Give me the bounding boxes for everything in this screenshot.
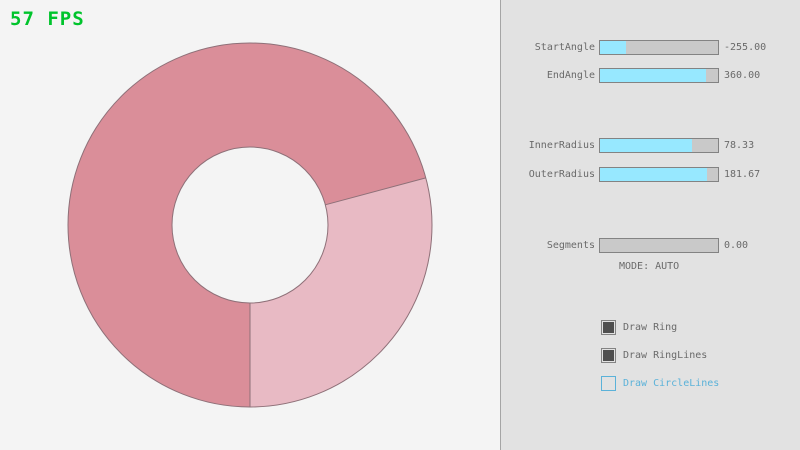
ring-inner-outline — [171, 146, 329, 304]
outerradius-label: OuterRadius — [528, 169, 595, 180]
draw-ringlines-checkbox[interactable] — [601, 348, 616, 363]
outerradius-slider[interactable] — [599, 167, 719, 182]
segments-label: Segments — [546, 240, 595, 251]
endangle-slider[interactable] — [599, 68, 719, 83]
slider-row-endangle: EndAngle 360.00 — [501, 68, 800, 83]
innerradius-slider[interactable] — [599, 138, 719, 153]
checkbox-row-draw-ring[interactable]: Draw Ring — [601, 320, 677, 335]
segments-slider[interactable] — [599, 238, 719, 253]
ring-chart — [67, 42, 433, 408]
slider-row-startangle: StartAngle -255.00 — [501, 40, 800, 55]
endangle-slider-fill — [600, 69, 707, 82]
slider-row-innerradius: InnerRadius 78.33 — [501, 138, 800, 153]
outerradius-slider-fill — [600, 168, 708, 181]
startangle-value: -255.00 — [724, 42, 767, 53]
draw-ringlines-label: Draw RingLines — [623, 350, 708, 361]
ring-edge-line-right — [325, 177, 426, 206]
segments-value: 0.00 — [724, 240, 749, 251]
slider-row-segments: Segments 0.00 — [501, 238, 800, 253]
innerradius-slider-fill — [600, 139, 693, 152]
draw-circlelines-checkbox[interactable] — [601, 376, 616, 391]
innerradius-label: InnerRadius — [528, 140, 595, 151]
innerradius-value: 78.33 — [724, 140, 755, 151]
checkbox-row-draw-circlelines[interactable]: Draw CircleLines — [601, 376, 719, 391]
control-panel: StartAngle -255.00 EndAngle 360.00 Inner… — [500, 0, 800, 450]
segments-mode-text: MODE: AUTO — [619, 261, 680, 272]
endangle-value: 360.00 — [724, 70, 761, 81]
ring-highlight-sector — [250, 177, 433, 407]
fps-counter: 57 FPS — [10, 8, 85, 30]
draw-ring-checkbox[interactable] — [601, 320, 616, 335]
checkbox-row-draw-ringlines[interactable]: Draw RingLines — [601, 348, 707, 363]
draw-circlelines-label: Draw CircleLines — [623, 378, 720, 389]
startangle-label: StartAngle — [534, 42, 595, 53]
outerradius-value: 181.67 — [724, 169, 761, 180]
startangle-slider[interactable] — [599, 40, 719, 55]
endangle-label: EndAngle — [546, 70, 595, 81]
slider-row-outerradius: OuterRadius 181.67 — [501, 167, 800, 182]
draw-ring-label: Draw Ring — [623, 322, 678, 333]
startangle-slider-fill — [600, 41, 626, 54]
